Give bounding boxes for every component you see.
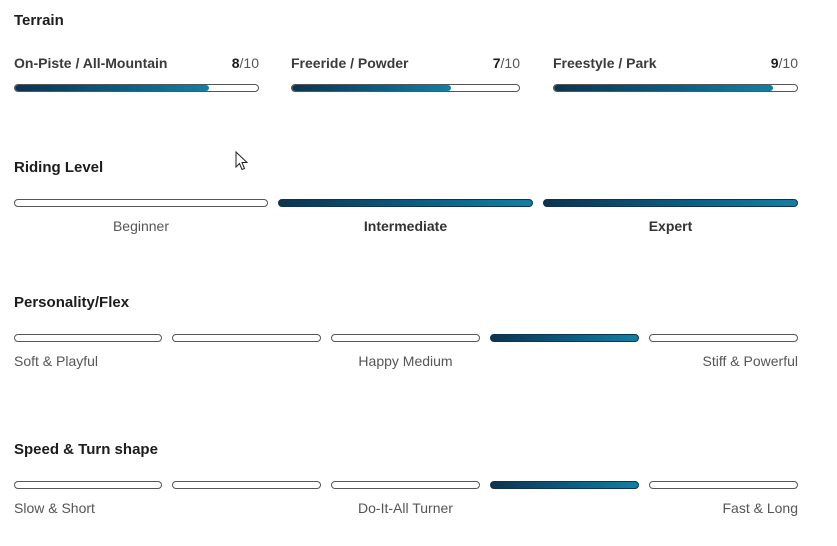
- flex-segment-3: [331, 334, 480, 342]
- terrain-meter: [14, 84, 259, 92]
- speed-title: Speed & Turn shape: [14, 441, 158, 458]
- riding-level-label-beginner: Beginner: [112, 218, 170, 234]
- terrain-score: 7/10: [492, 55, 520, 71]
- flex-segment-5: [649, 334, 798, 342]
- terrain-label: On-Piste / All-Mountain: [14, 55, 168, 71]
- terrain-meter-fill: [292, 85, 451, 91]
- speed-segment-2: [172, 481, 321, 489]
- terrain-meter: [291, 84, 520, 92]
- terrain-meter-fill: [554, 85, 773, 91]
- speed-segment-1: [14, 481, 162, 489]
- speed-segment-3: [331, 481, 480, 489]
- riding-level-title: Riding Level: [14, 159, 104, 176]
- speed-segment-4: [490, 481, 639, 489]
- speed-segment-5: [649, 481, 798, 489]
- flex-label-middle: Happy Medium: [358, 353, 453, 369]
- terrain-label: Freestyle / Park: [553, 55, 657, 71]
- speed-label-left: Slow & Short: [14, 500, 95, 516]
- flex-segment-1: [14, 334, 162, 342]
- terrain-meter: [553, 84, 798, 92]
- terrain-item-freeride: Freeride / Powder 7/10: [291, 54, 520, 92]
- terrain-score: 8/10: [231, 55, 259, 71]
- flex-segment-2: [172, 334, 321, 342]
- riding-level-bar-beginner: [14, 199, 268, 207]
- mouse-cursor-icon: [235, 151, 249, 171]
- terrain-item-freestyle: Freestyle / Park 9/10: [553, 54, 798, 92]
- speed-label-middle: Do-It-All Turner: [358, 500, 453, 516]
- flex-title: Personality/Flex: [14, 294, 130, 311]
- flex-segment-4: [490, 334, 639, 342]
- riding-level-bar-intermediate: [278, 199, 533, 207]
- riding-level-label-expert: Expert: [648, 218, 693, 234]
- riding-level-label-intermediate: Intermediate: [363, 218, 448, 234]
- riding-level-bar-expert: [543, 199, 798, 207]
- speed-label-right: Fast & Long: [722, 500, 799, 516]
- terrain-label: Freeride / Powder: [291, 55, 409, 71]
- terrain-title: Terrain: [14, 12, 64, 29]
- flex-label-left: Soft & Playful: [14, 353, 99, 369]
- terrain-meter-fill: [15, 85, 210, 91]
- terrain-item-on-piste: On-Piste / All-Mountain 8/10: [14, 54, 259, 92]
- terrain-score: 9/10: [770, 55, 798, 71]
- flex-label-right: Stiff & Powerful: [702, 353, 798, 369]
